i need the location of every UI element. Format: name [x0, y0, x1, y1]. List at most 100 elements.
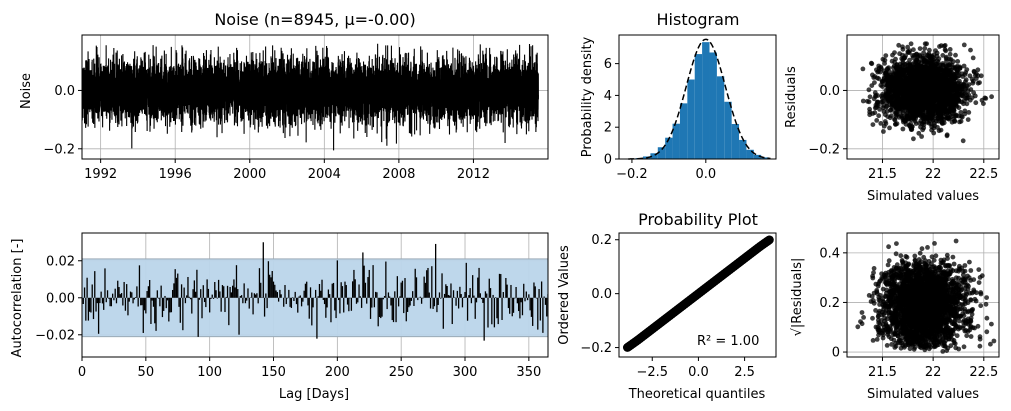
residuals-point — [939, 87, 945, 93]
scale-location-point — [954, 333, 960, 339]
residuals-point — [942, 47, 948, 53]
residuals-point — [867, 94, 873, 100]
residuals-point — [942, 77, 948, 82]
residuals-point — [952, 118, 958, 124]
residuals-point — [958, 110, 964, 115]
probability-plot-ytick-label: 0.0 — [591, 287, 612, 302]
residuals-point — [938, 127, 944, 133]
residuals-point — [900, 46, 906, 52]
residuals-point — [894, 87, 900, 93]
residuals-point — [931, 118, 936, 123]
residuals-point — [912, 104, 918, 110]
scale-location-point — [925, 245, 930, 250]
residuals-point — [919, 97, 925, 103]
residuals-point — [924, 103, 930, 109]
residuals-point — [971, 69, 977, 75]
noise-series-line — [82, 43, 539, 151]
residuals-point — [937, 72, 943, 78]
scale-location-point — [960, 272, 966, 278]
residuals-point — [906, 106, 912, 111]
residuals-point — [904, 87, 910, 93]
histogram-bar — [672, 123, 680, 159]
residuals-point — [872, 110, 878, 116]
residuals-point — [874, 118, 880, 123]
residuals-point — [876, 76, 882, 82]
noise-xtick-label: 1996 — [159, 167, 192, 182]
residuals-xlabel: Simulated values — [867, 189, 979, 204]
residuals-point — [907, 81, 912, 86]
residuals-point — [950, 59, 956, 64]
scale-location-point — [859, 310, 865, 315]
residuals-point — [917, 92, 923, 97]
histogram-bar — [665, 137, 673, 159]
residuals-point — [966, 110, 972, 115]
probability-plot-ylabel: Ordered Values — [557, 245, 572, 345]
scale-location-point — [885, 262, 891, 268]
residuals-xtick-label: 22 — [925, 167, 942, 182]
residuals-point — [897, 51, 902, 57]
residuals-point — [944, 84, 950, 90]
residuals-point — [975, 67, 981, 73]
autocorrelation-xlabel: Lag [Days] — [279, 387, 349, 402]
residuals-point — [881, 103, 886, 108]
noise-axes-frame — [81, 34, 549, 160]
autocorrelation-axes-frame — [81, 232, 549, 358]
residuals-point — [929, 60, 934, 66]
residuals-point — [957, 66, 963, 71]
residuals-point — [894, 78, 900, 84]
noise-xtick-label: 2008 — [382, 167, 415, 182]
histogram-axes-frame — [618, 34, 777, 160]
residuals-point — [866, 87, 872, 93]
residuals-ytick-label: −0.2 — [808, 142, 840, 157]
autocorrelation-xtick-label: 0 — [78, 365, 86, 380]
residuals-point — [909, 61, 915, 67]
scale-location-point — [967, 259, 972, 265]
residuals-point — [989, 94, 994, 100]
probability-plot-title: Probability Plot — [638, 210, 758, 229]
r-squared-annotation: R² = 1.00 — [697, 334, 759, 349]
scale-location-point — [894, 241, 899, 247]
histogram-xtick-label: 0.0 — [695, 167, 716, 182]
residuals-point — [919, 134, 924, 139]
residuals-point — [946, 116, 952, 122]
scale-location-points — [855, 238, 997, 354]
residuals-point — [930, 71, 936, 77]
residuals-point — [915, 54, 920, 59]
residuals-point — [903, 96, 909, 102]
autocorrelation-xtick-label: 250 — [389, 365, 414, 380]
residuals-point — [926, 120, 932, 126]
residuals-point — [880, 84, 885, 89]
autocorrelation-ytick-label: 0.00 — [46, 291, 75, 306]
residuals-point — [939, 62, 945, 68]
autocorrelation-bars — [82, 242, 548, 341]
residuals-point — [900, 126, 906, 132]
residuals-point — [916, 130, 922, 136]
residuals-point — [860, 66, 866, 72]
noise-xtick-label: 2012 — [457, 167, 490, 182]
probability-plot-fit-line — [626, 237, 771, 350]
scale-location-ytick-label: 0 — [832, 346, 840, 361]
probability-plot-points — [623, 235, 774, 352]
residuals-point — [888, 107, 893, 113]
residuals-point — [968, 47, 973, 53]
residuals-point — [894, 65, 899, 71]
residuals-point — [940, 53, 946, 58]
probability-plot-xtick-label: 2.5 — [734, 365, 755, 380]
residuals-point — [953, 101, 958, 107]
histogram-bar — [702, 42, 710, 159]
residuals-point — [942, 106, 947, 112]
residuals-point — [893, 121, 898, 127]
probability-plot-panel: Probability Plot Ordered Values Theoreti… — [557, 210, 777, 402]
scale-location-point — [964, 333, 970, 339]
residuals-point — [922, 64, 928, 70]
residuals-point — [932, 66, 938, 72]
residuals-point — [870, 122, 876, 127]
residuals-point — [964, 96, 970, 101]
residuals-point — [938, 43, 944, 48]
residuals-point — [911, 47, 916, 53]
residuals-point — [890, 70, 896, 75]
residuals-point — [932, 106, 938, 112]
residuals-point — [922, 60, 928, 65]
residuals-point — [968, 87, 974, 92]
